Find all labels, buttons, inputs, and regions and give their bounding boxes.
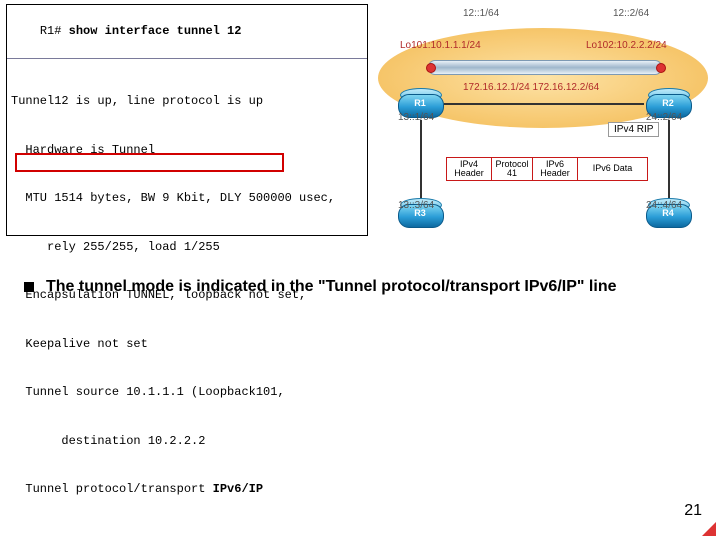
cli-output-box: R1# show interface tunnel 12 Tunnel12 is… [6, 4, 368, 236]
packet-field-ipv4-header: IPv4Header [447, 158, 492, 180]
cli-line: MTU 1514 bytes, BW 9 Kbit, DLY 500000 us… [11, 190, 363, 206]
cli-highlight: IPv6/IP [213, 482, 263, 496]
cli-prompt: R1# [40, 24, 69, 38]
packet-field-ipv6-header: IPv6Header [533, 158, 578, 180]
r4-addr: 24::4/64 [646, 200, 682, 211]
cli-line: Tunnel protocol/transport IPv6/IP [11, 481, 363, 497]
tunnel-addr-right: 12::2/64 [613, 8, 649, 19]
page-number: 21 [684, 502, 702, 520]
link-line [668, 120, 670, 200]
cli-line: Tunnel source 10.1.1.1 (Loopback101, [11, 384, 363, 400]
tunnel-endpoint-dot [426, 63, 436, 73]
cli-command-line: R1# show interface tunnel 12 [7, 5, 367, 59]
packet-layout: IPv4Header Protocol41 IPv6Header IPv6 Da… [446, 157, 648, 181]
loopback-left: Lo101:10.1.1.1/24 [400, 40, 481, 51]
packet-field-ipv6-data: IPv6 Data [578, 158, 647, 180]
packet-field-protocol: Protocol41 [492, 158, 533, 180]
cli-line: rely 255/255, load 1/255 [11, 239, 363, 255]
corner-decoration [702, 522, 716, 536]
cli-line: Tunnel12 is up, line protocol is up [11, 93, 363, 109]
cli-line: destination 10.2.2.2 [11, 433, 363, 449]
rip-label: IPv4 RIP [608, 122, 659, 137]
tunnel-addr-left: 12::1/64 [463, 8, 499, 19]
tunnel-endpoint-dot [656, 63, 666, 73]
link-addresses: 172.16.12.1/24 172.16.12.2/64 [463, 82, 599, 93]
bullet-text: The tunnel mode is indicated in the "Tun… [46, 278, 616, 296]
r1-lan-addr: 13::1/64 [398, 112, 434, 123]
network-diagram: 12::1/64 12::2/64 Lo101:10.1.1.1/24 Lo10… [368, 0, 718, 230]
r3-addr: 13::3/64 [398, 200, 434, 211]
bullet-icon [24, 282, 34, 292]
tunnel-pipe [428, 60, 662, 75]
link-line [420, 120, 422, 200]
loopback-right: Lo102:10.2.2.2/24 [586, 40, 667, 51]
cli-line: Keepalive not set [11, 336, 363, 352]
highlight-rectangle [15, 153, 284, 172]
link-line [444, 103, 644, 105]
cli-command: show interface tunnel 12 [69, 24, 242, 38]
bullet-item: The tunnel mode is indicated in the "Tun… [24, 278, 616, 296]
